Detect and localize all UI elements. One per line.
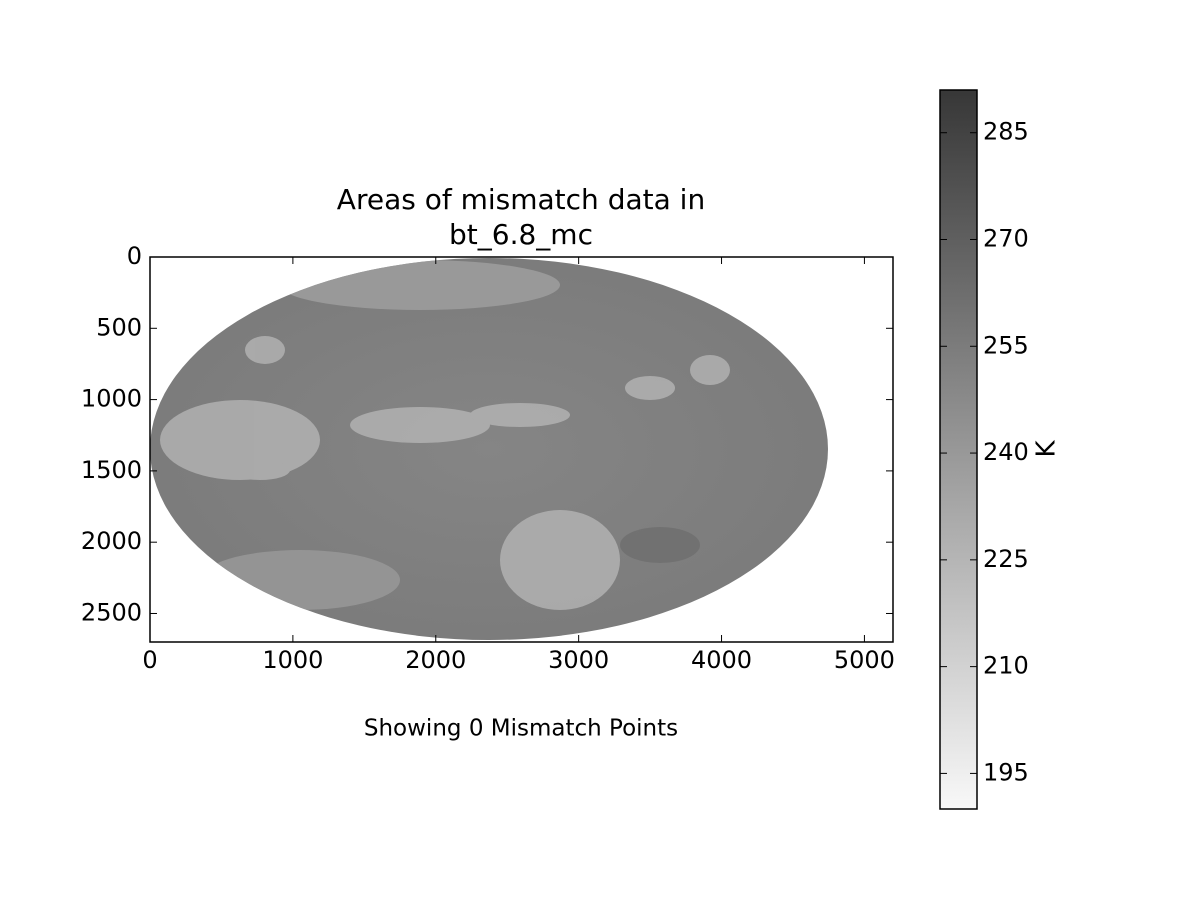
x-tick-label: 4000: [691, 646, 752, 674]
x-tick-label: 0: [142, 646, 157, 674]
plot-frame: [149, 256, 894, 643]
colorbar-tick-label: 195: [983, 758, 1029, 786]
x-tick-label: 5000: [834, 646, 895, 674]
colorbar: [939, 89, 978, 810]
image: [150, 258, 828, 640]
x-tick-label: 1000: [262, 646, 323, 674]
chart-title: Areas of mismatch data in: [337, 183, 705, 216]
x-axis-label: Showing 0 Mismatch Points: [364, 716, 678, 742]
y-tick-label: 1000: [81, 385, 142, 413]
y-tick-label: 2000: [81, 527, 142, 555]
colorbar-tick-label: 225: [983, 545, 1029, 573]
x-tick-label: 3000: [548, 646, 609, 674]
colorbar-tick-label: 240: [983, 438, 1029, 466]
chart-title: bt_6.8_mc: [449, 218, 593, 251]
y-tick-label: 1500: [81, 456, 142, 484]
colorbar-tick-label: 285: [983, 118, 1029, 146]
y-tick-label: 500: [96, 313, 142, 341]
x-tick-label: 2000: [405, 646, 466, 674]
colorbar-tick-label: 255: [983, 331, 1029, 359]
colorbar-tick-label: 270: [983, 224, 1029, 252]
cloud-texture: [160, 260, 730, 610]
colorbar-tick-label: 210: [983, 652, 1029, 680]
y-tick-label: 0: [127, 242, 142, 270]
y-tick-label: 2500: [81, 598, 142, 626]
colorbar-label: K: [1032, 440, 1062, 458]
